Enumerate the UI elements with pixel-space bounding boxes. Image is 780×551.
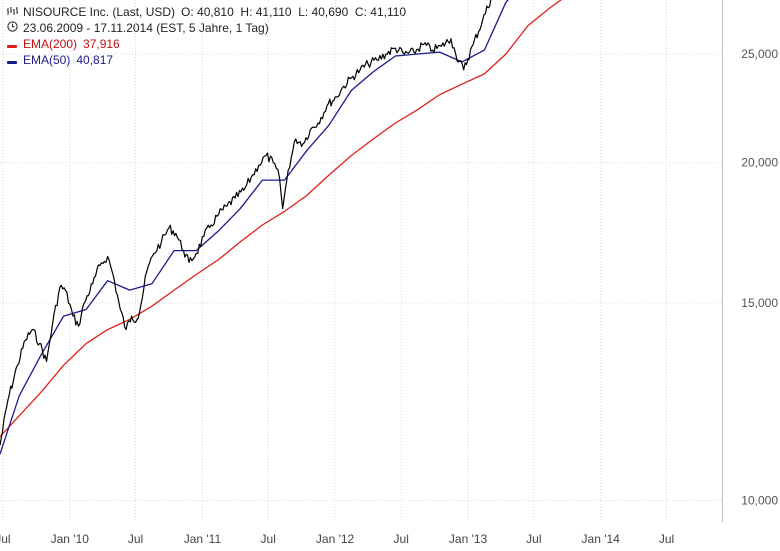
legend-ema200-row: EMA(200) 37,916 bbox=[6, 36, 406, 52]
legend-title-row: NISOURCE Inc. (Last, USD) O: 40,810 H: 4… bbox=[6, 4, 406, 20]
x-tick-label: Jan '13 bbox=[449, 532, 488, 546]
x-tick-label: Jul bbox=[128, 532, 143, 546]
ema50-value: 40,817 bbox=[76, 53, 114, 67]
ohlc-values: O: 40,810 H: 41,110 L: 40,690 C: 41,110 bbox=[181, 5, 407, 19]
ema200-swatch bbox=[7, 45, 17, 48]
y-tick-label: 25,000 bbox=[741, 47, 778, 61]
legend-range-row: 23.06.2009 - 17.11.2014 (EST, 5 Jahre, 1… bbox=[6, 20, 406, 36]
ema50-line bbox=[0, 0, 509, 455]
bar-chart-icon bbox=[6, 4, 18, 20]
clock-icon bbox=[6, 20, 18, 36]
y-tick-label: 15,000 bbox=[741, 296, 778, 310]
ema50-swatch bbox=[7, 61, 17, 64]
instrument-title: NISOURCE Inc. (Last, USD) bbox=[23, 5, 176, 19]
x-tick-label: Jul bbox=[0, 532, 11, 546]
y-tick-label: 10,000 bbox=[741, 494, 778, 508]
ema200-label: EMA(200) bbox=[23, 37, 78, 51]
x-tick-label: Jan '10 bbox=[51, 532, 90, 546]
ema200-line bbox=[0, 0, 563, 438]
y-tick-label: 20,000 bbox=[741, 156, 778, 170]
x-tick-label: Jul bbox=[659, 532, 674, 546]
date-range: 23.06.2009 - 17.11.2014 (EST, 5 Jahre, 1… bbox=[23, 21, 269, 35]
x-tick-label: Jul bbox=[261, 532, 276, 546]
x-tick-label: Jul bbox=[526, 532, 541, 546]
x-tick-label: Jan '11 bbox=[184, 532, 222, 546]
price-line bbox=[0, 0, 492, 446]
legend-ema50-row: EMA(50) 40,817 bbox=[6, 52, 406, 68]
chart-legend: NISOURCE Inc. (Last, USD) O: 40,810 H: 4… bbox=[6, 4, 406, 68]
x-tick-label: Jul bbox=[394, 532, 409, 546]
x-tick-label: Jan '14 bbox=[582, 532, 621, 546]
ema50-label: EMA(50) bbox=[23, 53, 71, 67]
ema200-value: 37,916 bbox=[83, 37, 120, 51]
x-tick-label: Jan '12 bbox=[316, 532, 355, 546]
